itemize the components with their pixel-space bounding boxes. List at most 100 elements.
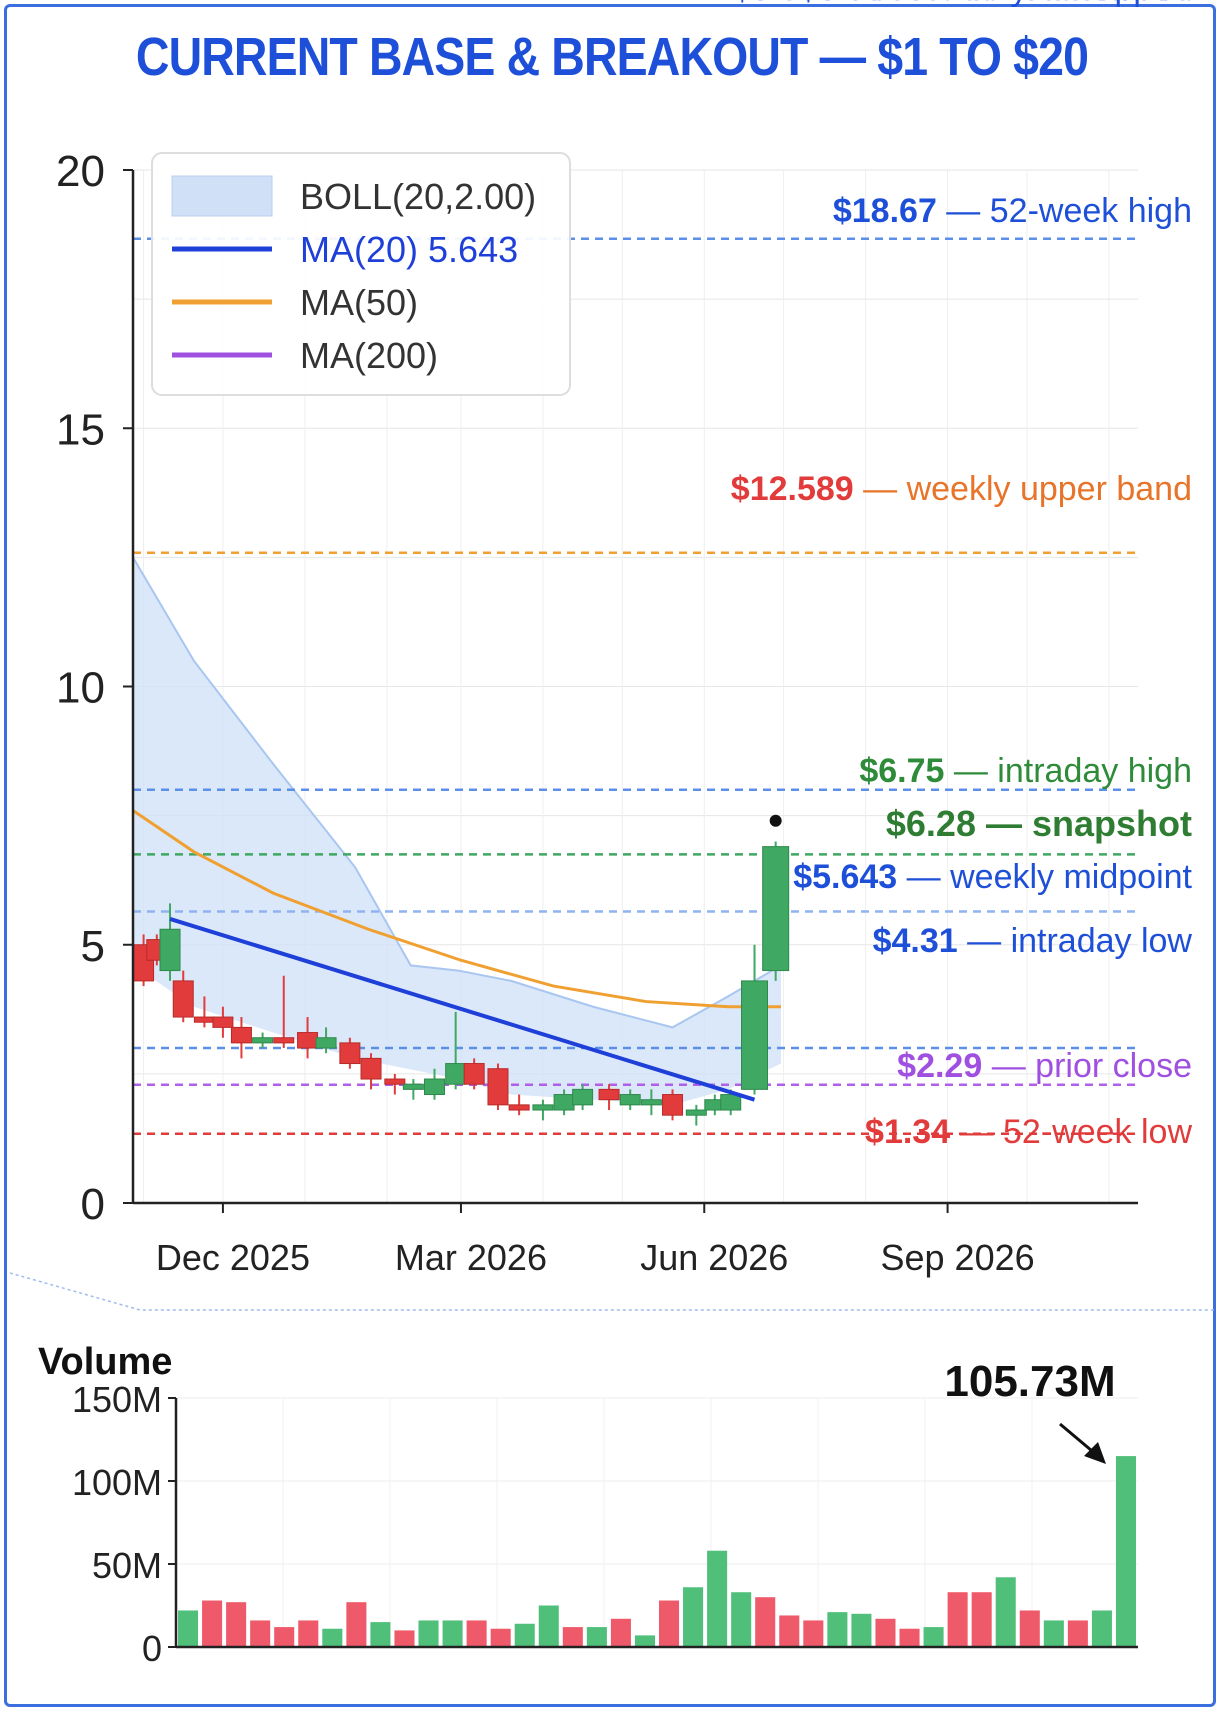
volume-y-tick-label: 50M [92, 1545, 162, 1586]
volume-bar [875, 1618, 896, 1647]
bollinger-band [133, 557, 781, 1105]
candle-body [339, 1042, 361, 1065]
legend: BOLL(20,2.00) MA(20) 5.643 MA(50) MA(200) [151, 152, 571, 396]
candle-body [172, 980, 194, 1018]
volume-y-tick-label: 100M [72, 1462, 162, 1503]
candle-body [463, 1063, 485, 1085]
legend-label: BOLL(20,2.00) [300, 176, 536, 217]
candle-body [384, 1078, 406, 1085]
chart-title: CURRENT BASE & BREAKOUT — $1 TO $20 [135, 27, 1089, 87]
volume-bar [226, 1602, 247, 1647]
candle-body [685, 1109, 707, 1116]
volume-bar [274, 1627, 295, 1647]
bollinger-upper-line [132, 556, 782, 1029]
level-label: $12.589 — weekly upper band [731, 470, 1192, 508]
candle-body [445, 1063, 467, 1085]
candle-body [402, 1083, 424, 1090]
volume-bar [394, 1630, 415, 1647]
volume-bar [370, 1622, 391, 1647]
x-tick-label: Jun 2026 [640, 1237, 788, 1278]
volume-y-tick-label: 150M [72, 1379, 162, 1420]
volume-bar [634, 1635, 655, 1647]
candles [133, 841, 790, 1126]
volume-bar [178, 1610, 199, 1647]
volume-grid [175, 1397, 1138, 1648]
y-tick-label: 10 [56, 664, 105, 713]
volume-bar [610, 1618, 631, 1647]
volume-bar [418, 1620, 439, 1647]
candle-body [572, 1088, 594, 1106]
volume-title: Volume [38, 1341, 172, 1383]
volume-bar [298, 1620, 319, 1647]
volume-bar [514, 1623, 535, 1647]
candle-body [508, 1104, 530, 1111]
candle-body [230, 1026, 252, 1044]
volume-bar [586, 1627, 607, 1647]
candle-body [662, 1094, 684, 1116]
level-label: $18.67 — 52-week high [833, 192, 1192, 230]
volume-bar [1043, 1620, 1064, 1647]
volume-bar [971, 1592, 992, 1647]
candle-body [720, 1094, 742, 1111]
candle-body [193, 1016, 215, 1023]
price-marker [769, 814, 782, 827]
volume-bar [538, 1605, 559, 1647]
level-label: $4.31 — intraday low [873, 922, 1193, 960]
y-tick-label: 20 [56, 147, 105, 196]
candle-body [619, 1094, 641, 1106]
level-label: $8.00 — secondary resistance [733, 0, 1192, 8]
volume-bars [178, 1456, 1136, 1647]
volume-bar [779, 1615, 800, 1647]
candle-body [252, 1037, 274, 1044]
candle-body [553, 1094, 575, 1111]
volume-bar [851, 1613, 872, 1647]
volume-y-tick-label: 0 [142, 1628, 162, 1669]
volume-bar [707, 1550, 728, 1647]
candle-body [297, 1032, 319, 1049]
legend-label: MA(200) [300, 335, 438, 376]
y-tick-label: 5 [81, 922, 105, 971]
level-label: $6.75 — intraday high [859, 752, 1192, 790]
candle-body [640, 1099, 662, 1106]
candle-body [762, 846, 790, 972]
candle-body [532, 1104, 554, 1111]
volume-bar [250, 1620, 271, 1647]
x-tick-label: Sep 2026 [881, 1237, 1035, 1278]
candle-body [487, 1068, 509, 1106]
volume-bar [346, 1602, 367, 1647]
panel-separator [9, 1272, 1214, 1311]
volume-bar [899, 1628, 920, 1647]
annotation-arrow-head [1084, 1442, 1106, 1464]
level-label: $2.29 — prior close [897, 1047, 1192, 1085]
candle-body [315, 1037, 337, 1049]
x-tick-label: Dec 2025 [156, 1237, 310, 1278]
x-tick-label: Mar 2026 [395, 1237, 547, 1278]
volume-bar [755, 1597, 776, 1647]
volume-bar [1067, 1620, 1088, 1647]
candle-body [273, 1037, 295, 1044]
volume-bar [442, 1620, 463, 1647]
level-label: $5.643 — weekly midpoint [793, 858, 1192, 896]
level-label: $6.28 — snapshot [886, 803, 1192, 844]
y-tick-label: 0 [81, 1180, 105, 1229]
legend-swatch-band [171, 175, 273, 217]
volume-bar [947, 1592, 968, 1647]
volume-bar [923, 1627, 944, 1647]
volume-annotation: 105.73M [944, 1357, 1115, 1406]
level-label: $3.00 — breakout support [799, 0, 1193, 8]
level-label: $1.34 — 52-week low [865, 1113, 1192, 1151]
volume-bar [466, 1620, 487, 1647]
volume-bar [1115, 1456, 1136, 1647]
volume-bar [731, 1592, 752, 1647]
candle-body [741, 980, 769, 1090]
volume-bar [827, 1612, 848, 1647]
candle-body [159, 928, 181, 972]
candle-body [360, 1057, 382, 1080]
volume-bar [803, 1620, 824, 1647]
volume-bar [683, 1587, 704, 1647]
price-levels: $18.67 — 52-week high $12.589 — weekly up… [133, 0, 1193, 1151]
ma20-line [169, 917, 756, 1102]
legend-label: MA(20) 5.643 [300, 229, 518, 270]
volume-bar [562, 1627, 583, 1647]
